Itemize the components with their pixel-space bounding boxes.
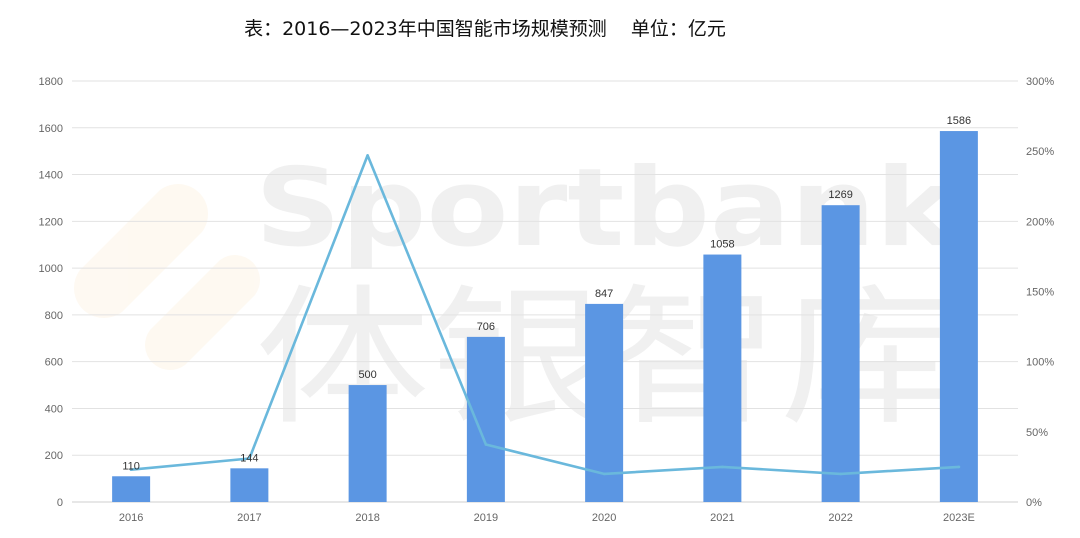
- x-tick-label: 2022: [828, 512, 852, 524]
- bar-data-label: 144: [240, 452, 258, 464]
- x-axis: 2016 2017 2018 2019 2020 2021 2022 2023E: [119, 512, 975, 524]
- bar: [348, 385, 387, 502]
- x-tick-label: 2023E: [943, 512, 975, 524]
- bar-data-label: 110: [122, 460, 140, 472]
- bar: [230, 468, 269, 502]
- line-point: [129, 468, 133, 472]
- y-tick-label: 1800: [39, 76, 63, 88]
- x-tick-label: 2020: [592, 512, 616, 524]
- bar: [703, 254, 742, 502]
- line-point: [839, 472, 842, 476]
- y-tick-label: 0: [57, 497, 63, 509]
- y2-tick-label: 300%: [1026, 76, 1054, 88]
- x-tick-label: 2018: [355, 512, 379, 524]
- y-axis-left: 0 200 400 600 800 1000 1200 1400 1600 1800: [39, 76, 63, 509]
- chart-title: 表：2016—2023年中国智能市场规模预测 单位：亿元: [244, 18, 726, 40]
- line-point: [248, 457, 251, 460]
- y-tick-label: 1600: [39, 123, 63, 135]
- y2-tick-label: 100%: [1026, 357, 1054, 369]
- y2-tick-label: 50%: [1026, 427, 1048, 439]
- growth-line: [129, 154, 961, 476]
- gridlines: [72, 80, 1018, 503]
- x-tick-label: 2019: [474, 512, 498, 524]
- y2-tick-label: 150%: [1026, 287, 1054, 299]
- y2-tick-label: 250%: [1026, 146, 1054, 158]
- bar: [821, 205, 860, 502]
- bar-data-label: 847: [595, 288, 613, 300]
- y-tick-label: 1000: [39, 263, 63, 275]
- y-tick-label: 1400: [39, 170, 63, 182]
- line-point: [602, 472, 606, 476]
- bar-data-label: 1269: [828, 189, 852, 201]
- bar: [585, 303, 624, 502]
- bar-data-label: 706: [477, 321, 495, 333]
- y2-tick-label: 0%: [1026, 497, 1042, 509]
- x-tick-label: 2016: [119, 512, 143, 524]
- line-point: [957, 465, 961, 469]
- line-point: [721, 465, 724, 469]
- y-tick-label: 400: [45, 403, 63, 415]
- line-point: [484, 443, 488, 446]
- bar-data-label: 1586: [947, 115, 971, 127]
- data-labels: 110 144 500 706 847 1058 1269 1586: [122, 115, 971, 472]
- bar: [939, 131, 978, 502]
- bar: [466, 336, 505, 502]
- x-tick-label: 2021: [710, 512, 734, 524]
- y-axis-right: 0% 50% 100% 150% 200% 250% 300%: [1026, 76, 1054, 509]
- y-tick-label: 1200: [39, 216, 63, 228]
- y-tick-label: 200: [45, 450, 63, 462]
- y2-tick-label: 200%: [1026, 216, 1054, 228]
- bar: [112, 476, 151, 502]
- y-tick-label: 600: [45, 357, 63, 369]
- y-tick-label: 800: [45, 310, 63, 322]
- bar-series: [112, 131, 978, 502]
- line-series: [129, 154, 961, 476]
- line-point: [366, 154, 369, 157]
- bar-data-label: 1058: [710, 239, 734, 251]
- watermark-logo-icon: [73, 184, 260, 370]
- bar-data-label: 500: [358, 369, 376, 381]
- x-tick-label: 2017: [237, 512, 261, 524]
